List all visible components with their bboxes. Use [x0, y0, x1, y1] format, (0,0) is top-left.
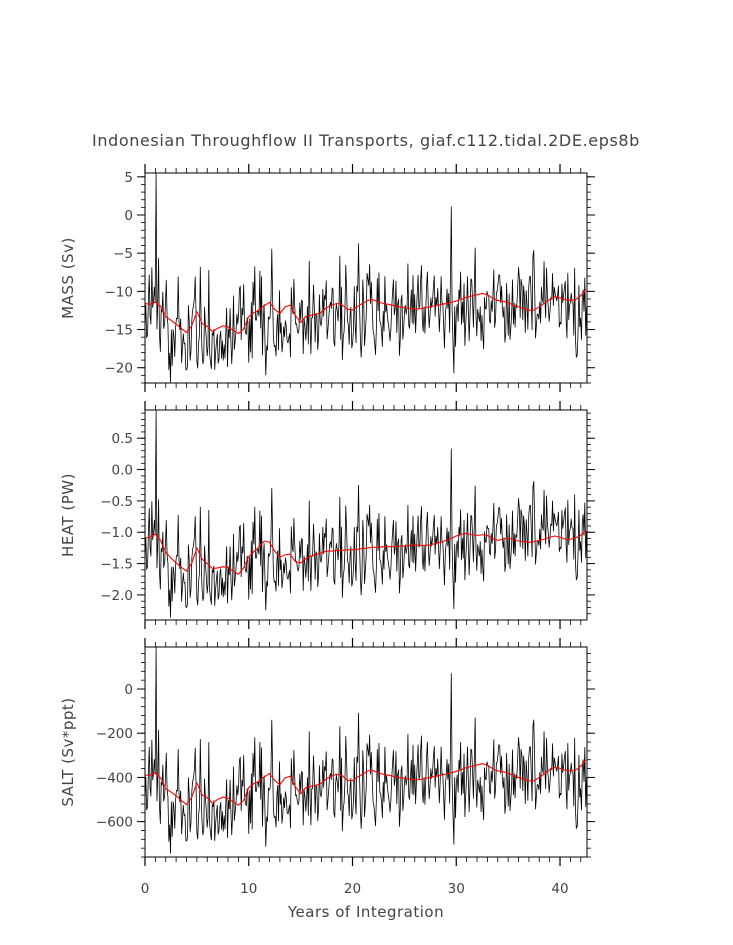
- y-axis-label: MASS (Sv): [59, 237, 77, 319]
- y-tick-label: −200: [96, 726, 133, 742]
- chart-title: Indonesian Throughflow II Transports, gi…: [92, 131, 640, 150]
- x-tick-labels: 0 10 20 30 40: [141, 881, 569, 897]
- y-tick-label: 5: [124, 170, 133, 186]
- y-tick-label: 0.5: [112, 431, 133, 447]
- series-line-raw: [145, 410, 587, 617]
- y-tick-label: −400: [96, 770, 133, 786]
- y-tick-label: 0: [124, 682, 133, 698]
- y-tick-label: −1.0: [100, 525, 133, 541]
- heat-panel: 0.5 0.0 −0.5 −1.0 −1.5 −2.0 HEAT (PW): [59, 401, 595, 629]
- x-tick-label: 20: [344, 881, 361, 897]
- y-axis-label: SALT (Sv*ppt): [59, 697, 77, 806]
- y-tick-label: −1.5: [100, 557, 133, 573]
- x-axis-label: Years of Integration: [287, 903, 444, 921]
- mass-panel: 5 0 −5 −10 −15 −20 MASS (Sv): [59, 164, 595, 392]
- salt-panel: 0 −200 −400 −600 SALT (Sv*ppt): [59, 638, 595, 866]
- y-tick-label: 0: [124, 208, 133, 224]
- y-tick-label: −5: [113, 246, 133, 262]
- series-line-raw: [145, 173, 587, 382]
- y-tick-label: −15: [105, 323, 134, 339]
- x-tick-label: 40: [551, 881, 568, 897]
- y-tick-label: −0.5: [100, 494, 133, 510]
- x-tick-label: 10: [240, 881, 257, 897]
- y-tick-label: −600: [96, 815, 133, 831]
- y-tick-label: −2.0: [100, 588, 133, 604]
- x-tick-label: 0: [141, 881, 150, 897]
- y-tick-label: −10: [105, 284, 134, 300]
- series-line-raw: [145, 647, 587, 853]
- x-tick-label: 30: [448, 881, 465, 897]
- plot-frame: [145, 173, 587, 383]
- y-axis-label: HEAT (PW): [59, 473, 77, 557]
- y-tick-label: 0.0: [112, 463, 133, 479]
- y-tick-label: −20: [105, 361, 134, 377]
